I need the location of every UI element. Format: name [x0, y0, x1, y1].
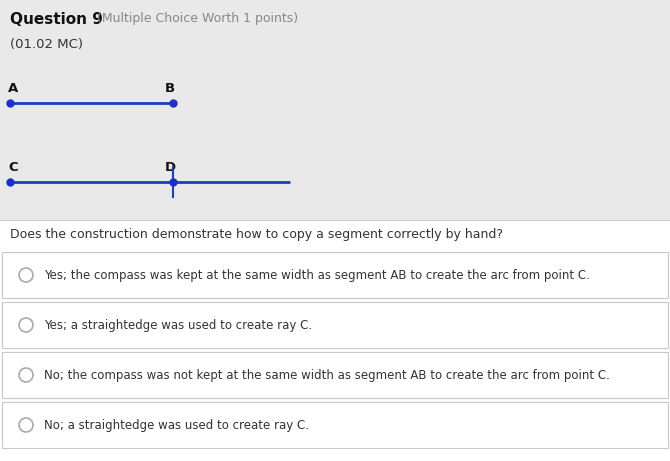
Text: C: C: [8, 161, 17, 174]
Text: Yes; a straightedge was used to create ray C.: Yes; a straightedge was used to create r…: [44, 319, 312, 331]
FancyBboxPatch shape: [2, 252, 668, 298]
Text: No; the compass was not kept at the same width as segment AB to create the arc f: No; the compass was not kept at the same…: [44, 368, 610, 382]
Text: No; a straightedge was used to create ray C.: No; a straightedge was used to create ra…: [44, 419, 309, 431]
FancyBboxPatch shape: [2, 402, 668, 448]
FancyBboxPatch shape: [0, 220, 670, 461]
Text: (Multiple Choice Worth 1 points): (Multiple Choice Worth 1 points): [97, 12, 298, 25]
Text: Yes; the compass was kept at the same width as segment AB to create the arc from: Yes; the compass was kept at the same wi…: [44, 268, 590, 282]
Text: Does the construction demonstrate how to copy a segment correctly by hand?: Does the construction demonstrate how to…: [10, 228, 503, 241]
Text: A: A: [8, 82, 18, 95]
Text: Question 9: Question 9: [10, 12, 103, 27]
FancyBboxPatch shape: [2, 302, 668, 348]
Text: D: D: [165, 161, 176, 174]
Text: (01.02 MC): (01.02 MC): [10, 38, 83, 51]
FancyBboxPatch shape: [2, 352, 668, 398]
Text: B: B: [165, 82, 175, 95]
